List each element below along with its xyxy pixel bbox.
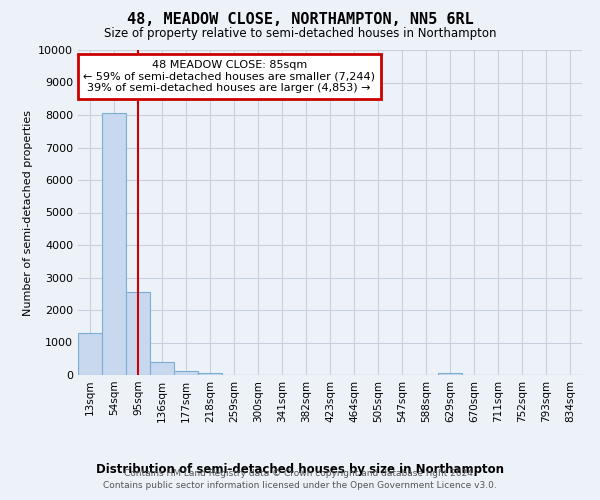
Bar xyxy=(102,114,126,375)
Bar xyxy=(126,292,150,375)
Text: Contains HM Land Registry data © Crown copyright and database right 2024.
Contai: Contains HM Land Registry data © Crown c… xyxy=(103,469,497,490)
Text: 48, MEADOW CLOSE, NORTHAMPTON, NN5 6RL: 48, MEADOW CLOSE, NORTHAMPTON, NN5 6RL xyxy=(127,12,473,28)
Bar xyxy=(174,371,198,375)
Bar xyxy=(198,373,222,375)
Bar xyxy=(150,362,174,375)
Text: Size of property relative to semi-detached houses in Northampton: Size of property relative to semi-detach… xyxy=(104,28,496,40)
Y-axis label: Number of semi-detached properties: Number of semi-detached properties xyxy=(23,110,32,316)
Bar xyxy=(438,374,462,375)
Text: Distribution of semi-detached houses by size in Northampton: Distribution of semi-detached houses by … xyxy=(96,462,504,475)
Text: 48 MEADOW CLOSE: 85sqm
← 59% of semi-detached houses are smaller (7,244)
39% of : 48 MEADOW CLOSE: 85sqm ← 59% of semi-det… xyxy=(83,60,375,93)
Bar xyxy=(78,333,102,375)
